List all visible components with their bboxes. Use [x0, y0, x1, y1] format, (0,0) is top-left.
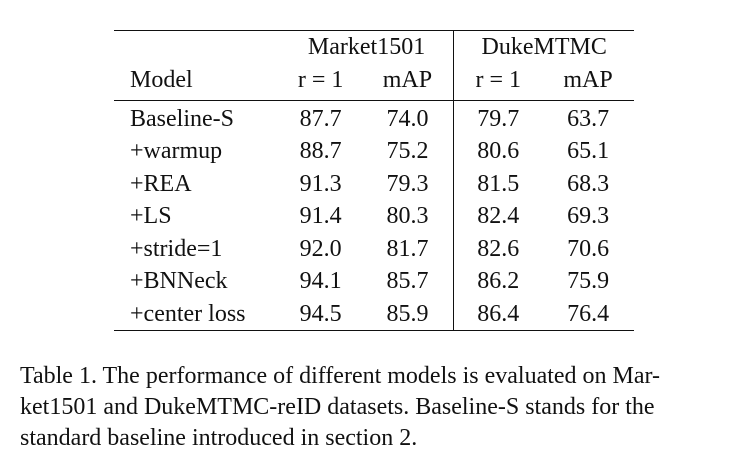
- metric-header-row: Model r = 1 mAP r = 1 mAP: [114, 63, 634, 101]
- value-cell: 80.3: [361, 200, 455, 233]
- value-cell: 85.9: [361, 297, 455, 331]
- value-cell: 75.2: [361, 135, 455, 168]
- value-cell: 80.6: [477, 138, 520, 164]
- metric-header-duke-map: mAP: [542, 63, 634, 101]
- results-table: Market1501 DukeMTMC Model r = 1 mAP r = …: [114, 30, 634, 331]
- value-cell: 81.5: [477, 170, 520, 197]
- model-cell: +BNNeck: [130, 268, 228, 294]
- value-cell: 81.7: [361, 232, 455, 265]
- metric-header-market-r1: r = 1: [279, 63, 362, 101]
- value-cell: 65.1: [567, 138, 610, 164]
- table-row: +stride=1 92.0 81.7 82.6 70.6: [114, 232, 634, 265]
- value-cell: 69.3: [567, 203, 610, 229]
- value-cell: 74.0: [361, 100, 455, 135]
- value-cell: 91.3: [299, 170, 342, 197]
- value-cell: 87.7: [299, 105, 342, 132]
- value-cell: 63.7: [567, 105, 610, 132]
- value-cell: 86.2: [477, 268, 520, 294]
- table-caption: Table 1. The performance of different mo…: [20, 361, 732, 454]
- model-cell: +LS: [130, 203, 172, 229]
- value-cell: 91.4: [299, 203, 342, 229]
- caption-line: ket1501 and DukeMTMC-reID datasets. Base…: [20, 394, 655, 420]
- table-row: +center loss 94.5 85.9 86.4 76.4: [114, 297, 634, 331]
- model-cell: +center loss: [114, 297, 280, 331]
- model-cell: +stride=1: [130, 235, 223, 262]
- model-cell: +REA: [130, 170, 192, 197]
- value-cell: 86.4: [453, 297, 543, 331]
- value-cell: 79.7: [477, 105, 520, 132]
- value-cell: 68.3: [567, 170, 610, 197]
- caption-line: Table 1. The performance of different mo…: [20, 363, 661, 389]
- model-cell: +warmup: [130, 138, 223, 164]
- caption-line: standard baseline introduced in section …: [20, 425, 418, 451]
- value-cell: 70.6: [567, 235, 610, 262]
- dataset-header-market1501: Market1501: [279, 30, 455, 64]
- value-cell: 94.5: [279, 297, 362, 331]
- model-header: Model: [114, 63, 280, 101]
- metric-header-duke-r1: r = 1: [453, 63, 543, 101]
- table-row: +BNNeck 94.1 85.7 86.2 75.9: [114, 265, 634, 298]
- results-table-container: Market1501 DukeMTMC Model r = 1 mAP r = …: [114, 30, 634, 331]
- value-cell: 76.4: [542, 297, 634, 331]
- empty-header-cell: [114, 30, 280, 64]
- model-cell: Baseline-S: [130, 105, 234, 132]
- table-row: +REA 91.3 79.3 81.5 68.3: [114, 167, 634, 200]
- table-row: +LS 91.4 80.3 82.4 69.3: [114, 200, 634, 233]
- value-cell: 92.0: [299, 235, 342, 262]
- metric-header-market-map: mAP: [361, 63, 455, 101]
- value-cell: 82.4: [477, 203, 520, 229]
- value-cell: 88.7: [299, 138, 342, 164]
- dataset-header-dukemtmc: DukeMTMC: [453, 30, 634, 64]
- dataset-header-row: Market1501 DukeMTMC: [114, 30, 634, 64]
- table-row: Baseline-S 87.7 74.0 79.7 63.7: [114, 100, 634, 135]
- value-cell: 79.3: [361, 167, 455, 200]
- value-cell: 75.9: [567, 268, 610, 294]
- value-cell: 85.7: [361, 265, 455, 298]
- value-cell: 94.1: [299, 268, 342, 294]
- value-cell: 82.6: [477, 235, 520, 262]
- table-row: +warmup 88.7 75.2 80.6 65.1: [114, 135, 634, 168]
